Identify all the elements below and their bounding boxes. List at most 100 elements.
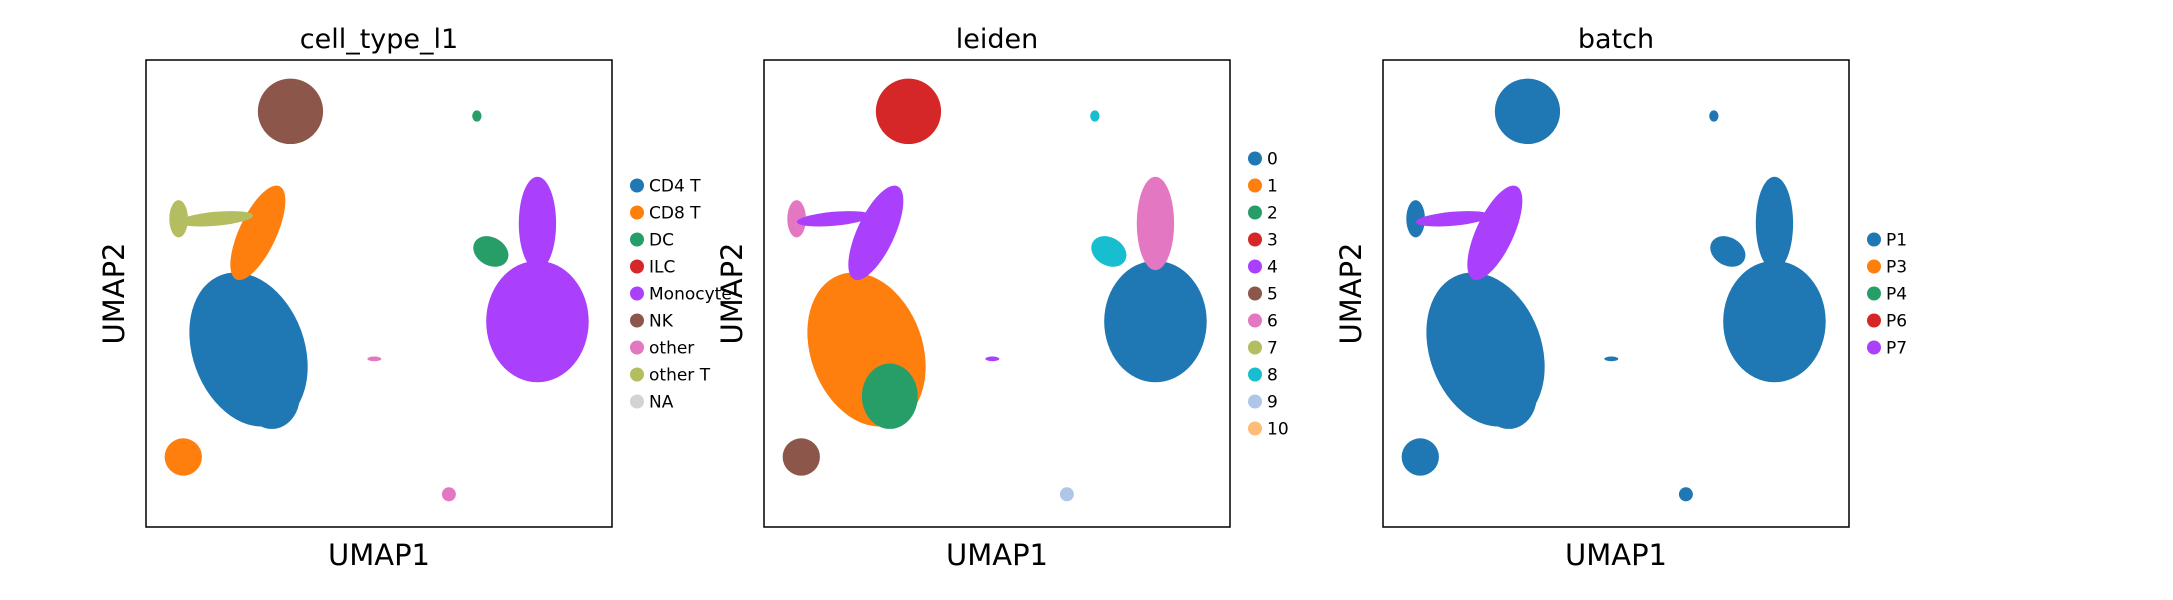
x-axis-label: UMAP1 (328, 538, 430, 572)
legend-label: DC (649, 231, 674, 251)
legend-label: other T (649, 366, 711, 386)
cluster-purple (1723, 260, 1826, 383)
cluster-purpleTop (1136, 176, 1175, 271)
y-axis-label: UMAP2 (715, 242, 749, 344)
legend-marker (1248, 205, 1262, 220)
x-axis-label: UMAP1 (946, 538, 1048, 572)
cluster-orange (848, 185, 904, 281)
legend-label: 6 (1267, 312, 1278, 332)
axes-frame (145, 59, 613, 528)
cluster-olive2 (796, 211, 872, 227)
cluster-olive1 (787, 200, 806, 238)
cluster-greenSm (472, 110, 482, 122)
cluster-blueLow (1480, 363, 1537, 429)
panel-1: leiden UMAP1 UMAP2 0 1 2 3 4 5 6 7 8 9 10 (715, 24, 1289, 572)
cluster-blueMain (1426, 272, 1545, 427)
legend-label: CD4 T (649, 177, 701, 197)
legend-marker (1867, 232, 1881, 247)
legend-label: P7 (1886, 339, 1907, 359)
cluster-orangeSm (164, 438, 202, 476)
cluster-pinkSm (441, 487, 456, 502)
legend-marker (1248, 178, 1262, 193)
cluster-blueMain (807, 272, 926, 427)
chart-title: cell_type_l1 (300, 24, 458, 55)
legend-label: 1 (1267, 177, 1278, 197)
cluster-green (1710, 236, 1746, 267)
legend: 0 1 2 3 4 5 6 7 8 9 10 (1248, 150, 1289, 440)
cluster-greenSm (1709, 110, 1719, 122)
legend-marker (1248, 151, 1262, 166)
legend-marker (630, 232, 644, 247)
legend-label: P1 (1886, 231, 1907, 251)
cluster-pinkDot (367, 356, 382, 362)
legend-label: 4 (1267, 258, 1278, 278)
legend-marker (630, 178, 644, 193)
legend-marker (630, 205, 644, 220)
cluster-green (473, 236, 509, 267)
cluster-purple (1104, 260, 1207, 383)
cluster-pinkSm (1059, 487, 1074, 502)
legend-marker (1867, 313, 1881, 328)
cluster-olive1 (169, 200, 188, 238)
legend-marker (630, 367, 644, 382)
legend-marker (630, 394, 644, 409)
x-axis-label: UMAP1 (1565, 538, 1667, 572)
cluster-olive2 (178, 211, 254, 227)
panel-0: cell_type_l1 UMAP1 UMAP2 CD4 T CD8 T DC ILC Mon… (97, 24, 732, 572)
legend-label: Monocyte (649, 285, 732, 305)
legend-marker (1248, 421, 1262, 436)
legend-label: 3 (1267, 231, 1278, 251)
legend-marker (1248, 259, 1262, 274)
legend-marker (1867, 286, 1881, 301)
cluster-greenSm (1090, 110, 1100, 122)
legend-label: 5 (1267, 285, 1278, 305)
legend-label: ILC (649, 258, 675, 278)
legend: CD4 T CD8 T DC ILC Monocyte NK other other T NA (630, 177, 732, 413)
chart-title: batch (1578, 24, 1654, 55)
legend-marker (1867, 259, 1881, 274)
cluster-brown (875, 78, 942, 145)
legend: P1 P3 P4 P6 P7 (1867, 231, 1907, 359)
cluster-pinkSm (1678, 487, 1693, 502)
cluster-orange (1467, 185, 1523, 281)
legend-label: CD8 T (649, 204, 701, 224)
y-axis-label: UMAP2 (97, 242, 131, 344)
cluster-pinkDot (1604, 356, 1619, 362)
cluster-blueLow (243, 363, 300, 429)
cluster-olive2 (1415, 211, 1491, 227)
cluster-orangeSm (782, 438, 820, 476)
cluster-purpleTop (1755, 176, 1794, 271)
legend-marker (1248, 232, 1262, 247)
cluster-brown (257, 78, 324, 145)
legend-label: 7 (1267, 339, 1278, 359)
legend-marker (630, 313, 644, 328)
legend-marker (1248, 367, 1262, 382)
legend-marker (1867, 340, 1881, 355)
cluster-green (1091, 236, 1127, 267)
cluster-brown (1494, 78, 1561, 145)
legend-label: NA (649, 393, 674, 413)
y-axis-label: UMAP2 (1334, 242, 1368, 344)
legend-label: NK (649, 312, 674, 332)
legend-marker (630, 259, 644, 274)
cluster-blueLow (861, 363, 918, 429)
legend-marker (1248, 313, 1262, 328)
legend-label: P6 (1886, 312, 1907, 332)
cluster-purpleTop (518, 176, 557, 271)
cluster-purple (486, 260, 589, 383)
legend-label: 9 (1267, 393, 1278, 413)
legend-marker (1248, 286, 1262, 301)
legend-label: P3 (1886, 258, 1907, 278)
legend-marker (1248, 340, 1262, 355)
cluster-orange (230, 185, 286, 281)
legend-label: 8 (1267, 366, 1278, 386)
chart-title: leiden (956, 24, 1038, 55)
legend-label: 2 (1267, 204, 1278, 224)
cluster-olive1 (1406, 200, 1425, 238)
legend-marker (630, 340, 644, 355)
legend-label: other (649, 339, 694, 359)
legend-marker (630, 286, 644, 301)
legend-label: 0 (1267, 150, 1278, 170)
legend-label: P4 (1886, 285, 1907, 305)
